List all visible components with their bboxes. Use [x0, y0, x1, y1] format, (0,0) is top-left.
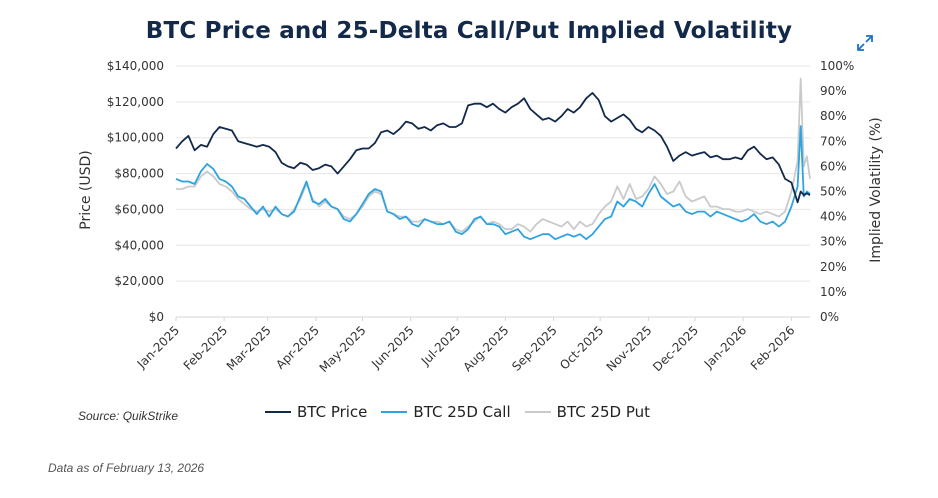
y2-tick-label: 50%	[820, 185, 847, 199]
y-axis-right: 0% 10% 20% 30% 40% 50% 60% 70% 80% 90% 100%	[820, 59, 854, 324]
y-tick-label: $140,000	[107, 59, 164, 73]
x-tick-label: Apr-2025	[273, 323, 322, 372]
y2-tick-label: 90%	[820, 84, 847, 98]
legend-label: BTC 25D Put	[556, 403, 651, 421]
legend-swatch-btc-25d-put	[524, 411, 551, 413]
x-tick-label: Jul-2025	[418, 323, 464, 369]
legend-swatch-btc-price	[265, 411, 291, 413]
x-tick-label: Dec-2025	[650, 323, 701, 374]
series-line-btc-price	[175, 92, 811, 204]
legend-swatch-btc-25d-call	[381, 411, 408, 413]
gridlines	[176, 65, 810, 318]
y-axis-label: Price (USD)	[78, 150, 94, 229]
y-tick-label: $0	[149, 310, 164, 324]
y2-tick-label: 100%	[820, 59, 854, 73]
x-tick-label: Jan-2026	[701, 323, 749, 371]
y2-tick-label: 70%	[820, 134, 847, 148]
x-tick-label: Jan-2025	[134, 323, 182, 371]
expand-arrows-icon[interactable]	[855, 33, 875, 53]
legend-label: BTC 25D Call	[413, 403, 511, 421]
y2-tick-label: 0%	[820, 310, 839, 324]
y-axis-left: $0 $20,000 $40,000 $60,000 $80,000 $100,000 $1…	[107, 59, 164, 324]
legend-label: BTC Price	[297, 403, 368, 421]
chart-plot: $0 $20,000 $40,000 $60,000 $80,000 $100,000 $1…	[78, 59, 884, 375]
y-tick-label: $100,000	[107, 131, 164, 145]
y2-tick-label: 40%	[820, 210, 847, 224]
legend: BTC Price BTC 25D Call BTC 25D Put	[265, 403, 664, 421]
x-tick-label: Aug-2025	[460, 323, 511, 374]
y2-axis-label: Implied Volatility (%)	[868, 117, 884, 263]
data-as-of-note: Data as of February 13, 2026	[48, 461, 205, 475]
x-tick-label: Oct-2025	[557, 323, 606, 372]
legend-item-btc-25d-call[interactable]: BTC 25D Call	[381, 403, 511, 421]
y-tick-label: $60,000	[114, 202, 164, 216]
y2-tick-label: 60%	[820, 159, 847, 173]
y2-tick-label: 30%	[820, 235, 847, 249]
y-tick-label: $80,000	[114, 167, 164, 181]
legend-item-btc-price[interactable]: BTC Price	[265, 403, 367, 421]
x-tick-label: Jun-2025	[368, 323, 417, 372]
y2-tick-label: 10%	[820, 285, 847, 299]
y-tick-label: $120,000	[107, 95, 164, 109]
y2-tick-label: 80%	[820, 109, 847, 123]
x-tick-label: Feb-2025	[181, 323, 231, 373]
x-tick-label: Feb-2026	[748, 323, 798, 373]
chart-title: BTC Price and 25-Delta Call/Put Implied …	[145, 18, 793, 44]
series-line-btc-25d-call	[175, 125, 811, 241]
x-tick-label: Mar-2025	[224, 323, 274, 373]
y2-tick-label: 20%	[820, 260, 847, 274]
series-group	[175, 77, 811, 241]
source-note: Source: QuikStrike	[78, 409, 179, 423]
x-tick-label: May-2025	[317, 323, 369, 375]
x-tick-label: Nov-2025	[604, 323, 655, 374]
y-tick-label: $40,000	[114, 238, 164, 252]
y-tick-label: $20,000	[114, 274, 164, 288]
legend-item-btc-25d-put[interactable]: BTC 25D Put	[524, 403, 651, 421]
x-tick-label: Sep-2025	[509, 323, 560, 374]
